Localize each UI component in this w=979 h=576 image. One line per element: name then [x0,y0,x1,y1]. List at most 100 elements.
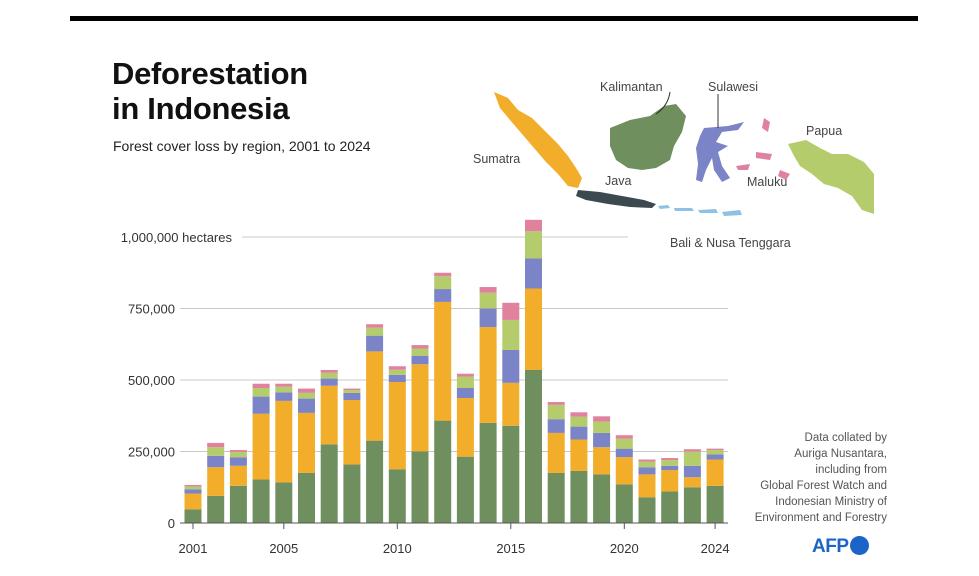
bar-segment-sulawesi [456,388,474,399]
bar-segment-papua [275,386,293,393]
bar-segment-sulawesi [683,465,701,478]
map-maluku [736,118,790,180]
bar-segment-papua [479,292,497,309]
bar-segment-maluku [252,383,270,389]
bar-segment-kalimantan [388,469,406,523]
x-tick-label: 2010 [383,541,412,556]
bar-segment-maluku [388,366,406,370]
bar-segment-sulawesi [411,355,429,365]
bar-segment-maluku [479,287,497,293]
bar-segment-maluku [502,302,520,320]
bar-segment-sumatra [570,439,588,471]
bar-segment-sulawesi [661,465,679,471]
source-note: Data collated by Auriga Nusantara, inclu… [697,430,887,526]
x-tick-label: 2024 [701,541,730,556]
bar-segment-maluku [411,345,429,349]
bar-segment-papua [411,348,429,356]
bar-segment-kalimantan [275,482,293,523]
map-kalimantan [610,104,686,170]
bar-segment-papua [525,231,542,259]
bar-segment-kalimantan [434,420,452,523]
bar-segment-kalimantan [207,495,225,523]
bar-segment-maluku [638,459,656,462]
bar-segment-maluku [683,449,701,452]
map-label-kalimantan: Kalimantan [600,80,663,94]
bar-segment-kalimantan [411,451,429,523]
bar-segment-kalimantan [525,369,542,523]
bar-segment-sumatra [661,470,679,492]
x-tick-label: 2015 [496,541,525,556]
map-label-papua: Papua [806,124,843,138]
bar-segment-kalimantan [502,425,520,523]
bar-segment-sumatra [502,382,520,426]
bar-segment-sulawesi [229,457,247,466]
bar-segment-sulawesi [547,419,565,433]
bar-segment-sulawesi [298,398,315,413]
bar-segment-maluku [661,458,679,461]
bar-segment-papua [547,404,565,420]
bar-segment-sumatra [525,288,542,370]
bar-segment-papua [570,416,588,427]
bar-segment-papua [320,372,338,379]
bar-segment-sumatra [683,477,701,488]
bar-segment-kalimantan [252,479,270,523]
bar-segment-maluku [456,373,474,377]
bar-segment-sulawesi [479,308,497,328]
bar-segment-maluku [298,388,315,393]
afp-logo-text: AFP [812,536,849,557]
bar-segment-sumatra [638,474,656,498]
y-tick-label: 1,000,000 hectares [121,230,233,245]
map-pointer-kalimantan [655,91,671,115]
bar-segment-maluku [207,442,225,448]
title-line-2: in Indonesia [112,91,290,126]
source-line: Auriga Nusantara, [794,448,887,460]
bar-segment-kalimantan [570,470,588,523]
bar-segment-kalimantan [706,485,724,523]
bar-segment-sulawesi [275,392,293,401]
bar-segment-sumatra [547,432,565,473]
top-rule [70,16,918,21]
map-java [576,190,656,208]
bar-segment-kalimantan [320,444,338,523]
bar-segment-sumatra [298,412,315,473]
bar-segment-maluku [275,383,293,387]
bar-segment-sumatra [343,400,361,465]
bar-segment-kalimantan [661,491,679,523]
bar-segment-papua [706,450,724,455]
bar-segment-kalimantan [456,456,474,523]
bar-segment-papua [502,319,520,350]
map-label-java: Java [605,174,632,188]
bar-segment-sulawesi [434,289,452,302]
afp-logo-dot [849,536,869,555]
bar-segment-sulawesi [388,374,406,383]
source-line: Indonesian Ministry of [775,496,887,508]
map-label-maluku: Maluku [747,175,788,189]
bar-segment-sulawesi [570,426,588,440]
bar-segment-sulawesi [320,378,338,386]
bar-segment-sumatra [366,351,384,441]
map-label-bali: Bali & Nusa Tenggara [670,236,791,250]
bar-segment-kalimantan [229,485,247,523]
source-line: Environment and Forestry [754,512,887,524]
bar-segment-papua [252,388,270,397]
bar-segment-sulawesi [615,448,633,458]
bar-segment-papua [661,460,679,466]
bar-segment-maluku [229,450,247,453]
map-label-sulawesi: Sulawesi [708,80,759,94]
bar-segment-sumatra [184,493,202,510]
bar-segment-maluku [343,388,361,391]
bar-segment-kalimantan [638,497,656,523]
page-title: Deforestation in Indonesia [112,56,432,126]
source-line: Data collated by [804,432,887,444]
bar-segment-sulawesi [502,349,520,383]
afp-logo: AFP [812,536,869,558]
bar-segment-kalimantan [615,484,633,523]
bar-segment-sulawesi [252,396,270,414]
bar-segment-papua [366,327,384,336]
bar-segment-sumatra [252,413,270,480]
bar-segment-maluku [184,484,202,487]
bar-segment-sulawesi [366,335,384,352]
indonesia-map [494,91,874,216]
bar-segment-sulawesi [184,489,202,494]
